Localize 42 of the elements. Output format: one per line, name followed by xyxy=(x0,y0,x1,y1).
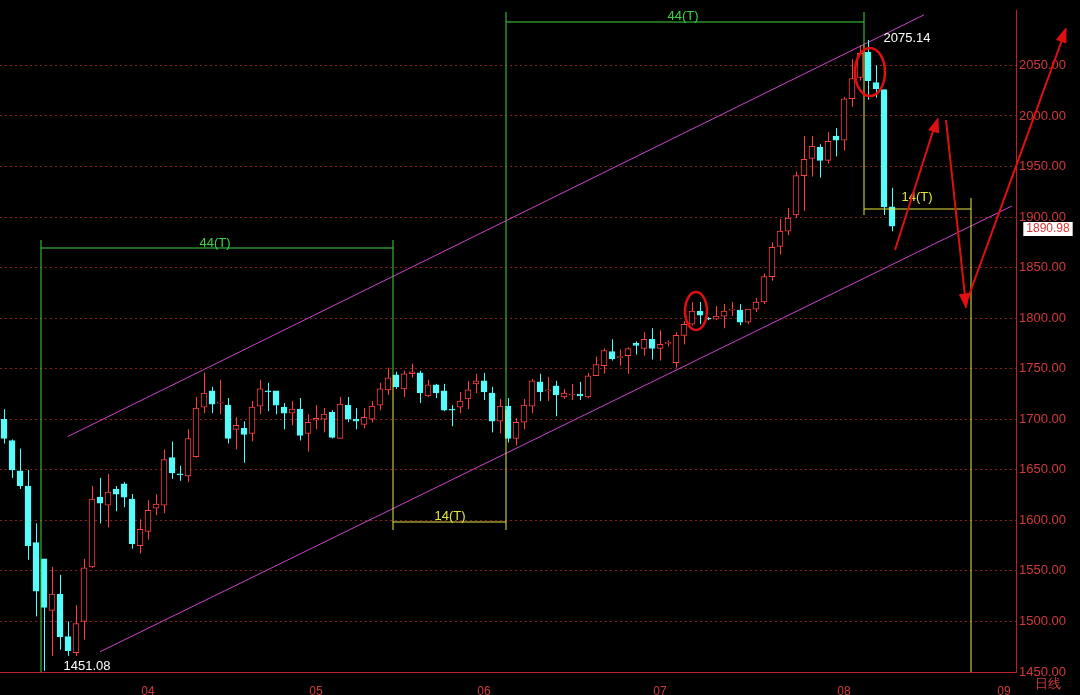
y-tick-label: 1650.00 xyxy=(1019,461,1066,477)
candlestick xyxy=(176,465,184,482)
y-tick-label: 1550.00 xyxy=(1019,562,1066,578)
candlestick xyxy=(280,402,288,430)
candlestick xyxy=(320,407,328,433)
candlestick xyxy=(152,493,160,516)
candlestick xyxy=(288,400,296,426)
y-tick-label: 1850.00 xyxy=(1019,259,1066,275)
candlestick xyxy=(728,301,736,317)
text: 日线 xyxy=(1035,675,1061,691)
annotation: 44(T) xyxy=(667,7,699,23)
text: 1890.98 xyxy=(1026,221,1071,236)
candlestick xyxy=(872,64,880,99)
candlestick xyxy=(472,373,480,394)
candlestick xyxy=(832,127,840,157)
candlestick xyxy=(264,382,272,412)
candlestick xyxy=(544,376,552,402)
candlestick xyxy=(656,329,664,362)
candlestick xyxy=(240,420,248,464)
annotation: 2075.14 xyxy=(883,29,931,45)
x-tick-label: 04 xyxy=(141,683,155,695)
candlestick xyxy=(568,383,576,401)
y-tick-label: 1900.00 xyxy=(1019,208,1066,224)
annotation: 44(T) xyxy=(199,234,231,250)
y-tick-label: 1800.00 xyxy=(1019,309,1066,325)
x-tick-label: 05 xyxy=(309,683,323,695)
annotation: 1451.08 xyxy=(63,657,111,673)
candlestick xyxy=(232,416,240,451)
y-tick-label: 1500.00 xyxy=(1019,613,1066,629)
y-tick-label: 1600.00 xyxy=(1019,511,1066,527)
candlestick xyxy=(312,404,320,430)
y-tick-label: 1750.00 xyxy=(1019,360,1066,376)
x-tick-label: 08 xyxy=(837,683,851,695)
x-tick-label: 09 xyxy=(997,683,1011,695)
candlestick xyxy=(448,404,456,427)
y-tick-label: 1950.00 xyxy=(1019,158,1066,174)
x-tick-label: 06 xyxy=(477,683,491,695)
candlestick xyxy=(352,407,360,430)
annotation: 14(T) xyxy=(434,507,466,523)
y-tick-label: 1700.00 xyxy=(1019,410,1066,426)
x-tick-label: 07 xyxy=(653,683,667,695)
candlestick xyxy=(216,379,224,415)
